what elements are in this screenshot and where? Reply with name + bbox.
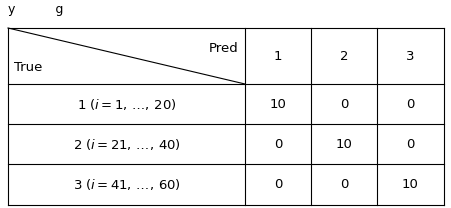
Text: 0: 0 (339, 98, 347, 110)
Text: 1: 1 (273, 50, 281, 62)
Text: $3\;(i=41,\,\ldots,\,60)$: $3\;(i=41,\,\ldots,\,60)$ (72, 177, 180, 192)
Text: 0: 0 (273, 137, 281, 151)
Text: 10: 10 (335, 137, 352, 151)
Text: True: True (14, 61, 42, 74)
Text: 0: 0 (405, 98, 414, 110)
Text: $2\;(i=21,\,\ldots,\,40)$: $2\;(i=21,\,\ldots,\,40)$ (72, 136, 180, 151)
Text: 0: 0 (339, 178, 347, 191)
Text: y          g: y g (8, 4, 63, 16)
Text: 0: 0 (273, 178, 281, 191)
Text: 0: 0 (405, 137, 414, 151)
Text: 10: 10 (269, 98, 286, 110)
Text: 10: 10 (401, 178, 418, 191)
Text: 3: 3 (405, 50, 414, 62)
Text: Pred: Pred (209, 42, 239, 55)
Text: $1\;(i=1,\,\ldots,\,20)$: $1\;(i=1,\,\ldots,\,20)$ (77, 97, 176, 111)
Text: 2: 2 (339, 50, 347, 62)
